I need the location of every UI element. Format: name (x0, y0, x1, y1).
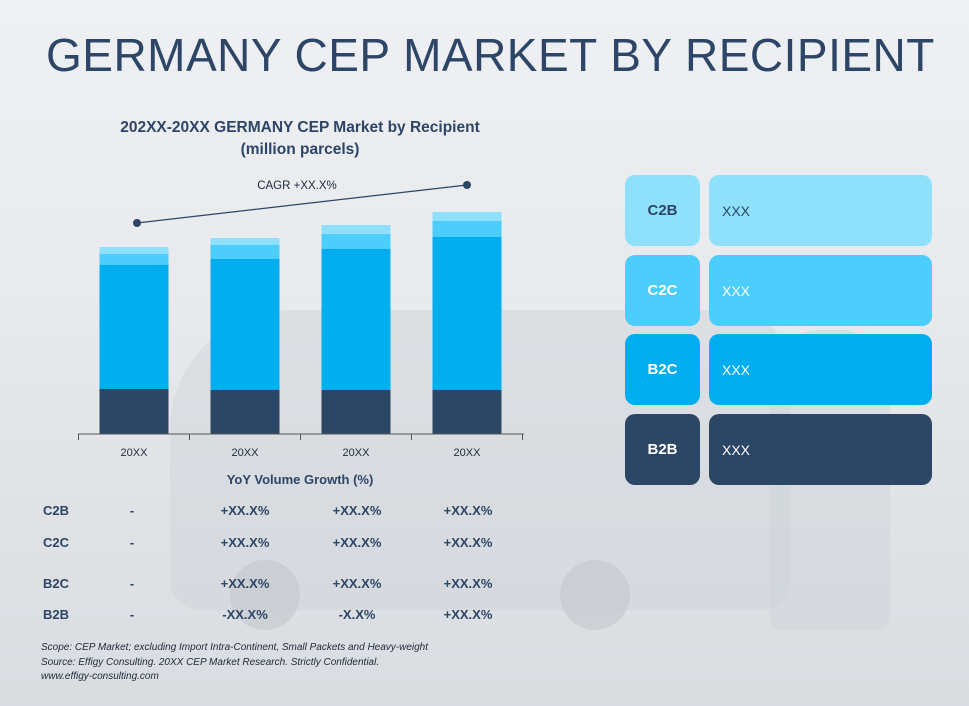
bar-segment-c2c (321, 234, 391, 249)
legend-key-b2b: B2B (625, 414, 700, 485)
x-tick-label: 20XX (232, 447, 260, 459)
cagr-label: CAGR +XX.X% (257, 180, 337, 192)
footnote-scope: Scope: CEP Market; excluding Import Intr… (41, 642, 429, 653)
bar-segment-c2b (210, 238, 280, 245)
yoy-row-label: C2B (43, 503, 70, 518)
yoy-cell: +XX.X% (443, 535, 493, 550)
yoy-row-b2b: B2B - -XX.X% -X.X% +XX.X% (0, 607, 560, 627)
cagr-start-dot (133, 219, 141, 227)
yoy-cell: - (129, 535, 135, 550)
yoy-row-b2c: B2C - +XX.X% +XX.X% +XX.X% (0, 576, 560, 596)
x-tick-label: 20XX (121, 447, 149, 459)
yoy-cell: +XX.X% (443, 607, 493, 622)
bar-segment-c2c (432, 221, 502, 237)
yoy-row-label: C2C (43, 535, 70, 550)
yoy-cell: +XX.X% (220, 503, 270, 518)
bar-segment-c2b (432, 212, 502, 221)
bar-segment-b2c (321, 249, 391, 390)
yoy-cell: +XX.X% (332, 503, 382, 518)
yoy-cell: - (129, 503, 135, 518)
yoy-row-c2c: C2C - +XX.X% +XX.X% +XX.X% (0, 535, 560, 555)
background-wheel-shape (560, 560, 630, 630)
x-tick-label: 20XX (454, 447, 482, 459)
yoy-cell: +XX.X% (220, 576, 270, 591)
bar-segment-b2c (210, 259, 280, 390)
legend-key-b2c: B2C (625, 334, 700, 405)
bar-segment-c2c (99, 254, 169, 265)
chart-title-line2: (million parcels) (240, 141, 360, 158)
bar-segment-b2b (99, 389, 169, 434)
yoy-cell: -X.X% (338, 607, 376, 622)
yoy-row-label: B2C (43, 576, 70, 591)
yoy-cell: +XX.X% (443, 503, 493, 518)
bar-segment-c2c (210, 245, 280, 259)
footnote: Scope: CEP Market; excluding Import Intr… (41, 641, 428, 685)
bar-segment-b2c (99, 265, 169, 389)
yoy-cell: +XX.X% (332, 576, 382, 591)
yoy-cell: - (129, 607, 135, 622)
yoy-cell: +XX.X% (220, 535, 270, 550)
yoy-row-label: B2B (43, 607, 70, 622)
legend-key-c2c: C2C (625, 255, 700, 326)
footnote-source: Source: Effigy Consulting. 20XX CEP Mark… (41, 656, 380, 668)
cagr-end-dot (463, 181, 471, 189)
chart-title-line1: 202XX-20XX GERMANY CEP Market by Recipie… (120, 119, 480, 136)
background-wheel-shape (230, 560, 300, 630)
legend-value-b2c: XXX (709, 334, 932, 405)
bar-segment-b2c (432, 237, 502, 390)
stacked-bar-chart: 20XX 20XX 20XX 20XX CAGR +XX.X% (78, 180, 524, 459)
legend-key-c2b: C2B (625, 175, 700, 246)
yoy-cell: +XX.X% (332, 535, 382, 550)
yoy-cell: - (129, 576, 135, 591)
legend-value-b2b: XXX (709, 414, 932, 485)
legend-value-c2c: XXX (709, 255, 932, 326)
bar-segment-c2b (321, 225, 391, 234)
cagr-line (136, 184, 468, 224)
chart-title: 202XX-20XX GERMANY CEP Market by Recipie… (60, 117, 540, 161)
bar-segment-b2b (321, 390, 391, 434)
bar-segment-c2b (99, 247, 169, 254)
x-tick-label: 20XX (343, 447, 371, 459)
bar-segment-b2b (432, 390, 502, 434)
footnote-website: www.effigy-consulting.com (41, 671, 159, 682)
page-title: GERMANY CEP MARKET BY RECIPIENT (46, 29, 935, 81)
yoy-title: YoY Volume Growth (%) (226, 472, 374, 487)
yoy-cell: -XX.X% (222, 607, 268, 622)
yoy-cell: +XX.X% (443, 576, 493, 591)
legend-value-c2b: XXX (709, 175, 932, 246)
bar-segment-b2b (210, 390, 280, 434)
yoy-row-c2b: C2B - +XX.X% +XX.X% +XX.X% (0, 503, 560, 523)
